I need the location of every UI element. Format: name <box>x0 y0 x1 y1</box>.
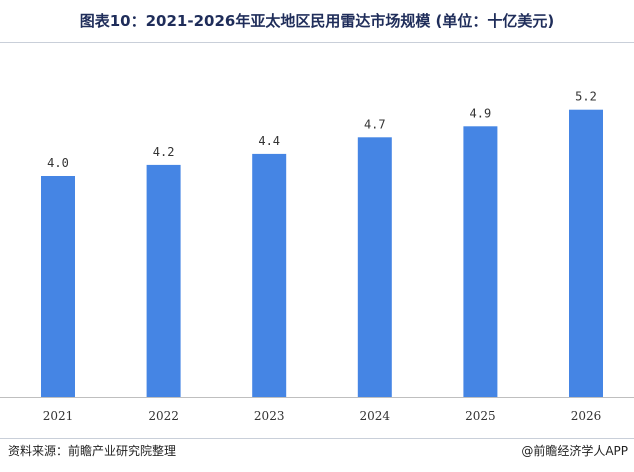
value-labels-layer: 4.0 4.2 4.4 4.7 4.9 5.2 <box>47 90 597 170</box>
x-tick-label-2022: 2022 <box>148 409 179 423</box>
x-tick-label-2024: 2024 <box>360 409 391 423</box>
source-note: 资料来源：前瞻产业研究院整理 <box>8 444 177 458</box>
value-label-2026: 5.2 <box>575 90 597 104</box>
x-tick-label-2025: 2025 <box>465 409 496 423</box>
brand-label: @前瞻经济学人APP <box>521 444 628 458</box>
bars-layer <box>41 109 603 398</box>
x-tick-labels-layer: 2021 2022 2023 2024 2025 2026 <box>43 409 602 423</box>
bar-2021 <box>41 176 75 397</box>
value-label-2022: 4.2 <box>153 145 175 159</box>
bar-2022 <box>146 164 181 397</box>
bar-2026 <box>569 109 603 397</box>
value-label-2021: 4.0 <box>47 156 69 170</box>
bar-2024 <box>357 137 392 398</box>
chart-title: 图表10：2021-2026年亚太地区民用雷达市场规模 (单位：十亿美元) <box>79 12 555 30</box>
bar-2023 <box>252 153 287 397</box>
value-label-2023: 4.4 <box>258 134 280 148</box>
footer-divider <box>0 438 634 439</box>
value-label-2024: 4.7 <box>364 117 386 131</box>
bar-2025 <box>463 126 498 398</box>
x-tick-label-2026: 2026 <box>571 409 602 423</box>
title-divider <box>0 42 634 43</box>
x-tick-label-2023: 2023 <box>254 409 285 423</box>
x-tick-label-2021: 2021 <box>43 409 74 423</box>
value-label-2025: 4.9 <box>470 106 492 120</box>
bar-chart: 4.04.24.44.74.95.2 2021 2022 2023 2024 2025 2… <box>0 90 634 423</box>
